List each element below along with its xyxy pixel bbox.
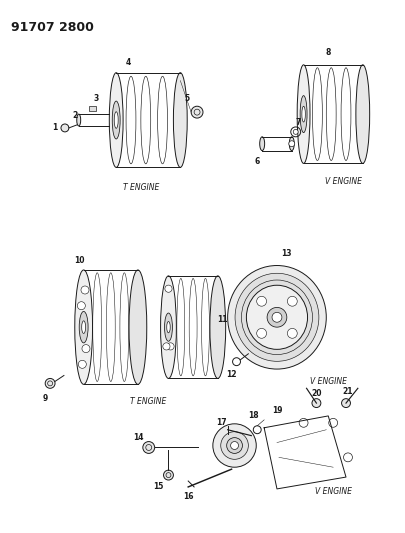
Text: 11: 11 (217, 315, 228, 324)
Circle shape (341, 399, 350, 408)
Text: 3: 3 (94, 94, 99, 103)
Ellipse shape (82, 321, 85, 334)
Text: 12: 12 (226, 370, 237, 379)
Text: 9: 9 (43, 394, 48, 402)
Ellipse shape (235, 273, 319, 361)
FancyBboxPatch shape (89, 106, 96, 111)
Text: 21: 21 (343, 387, 353, 396)
Ellipse shape (300, 95, 307, 133)
Text: 6: 6 (255, 157, 260, 166)
Circle shape (257, 328, 266, 338)
Ellipse shape (246, 285, 307, 349)
Ellipse shape (167, 321, 170, 333)
Circle shape (61, 124, 69, 132)
Circle shape (299, 418, 308, 427)
Text: V ENGINE: V ENGINE (315, 487, 352, 496)
Text: 4: 4 (126, 58, 131, 67)
Circle shape (221, 432, 248, 459)
Circle shape (165, 285, 172, 292)
Circle shape (77, 302, 85, 310)
Circle shape (191, 106, 203, 118)
Circle shape (288, 296, 297, 306)
Text: 91707 2800: 91707 2800 (11, 21, 94, 35)
Circle shape (329, 418, 338, 427)
Text: 7: 7 (296, 117, 301, 126)
Circle shape (163, 343, 170, 350)
Text: 15: 15 (153, 482, 164, 491)
Text: 19: 19 (272, 406, 282, 415)
Text: T ENGINE: T ENGINE (130, 397, 166, 406)
Ellipse shape (75, 270, 92, 384)
Text: V ENGINE: V ENGINE (324, 176, 362, 185)
Circle shape (81, 286, 89, 294)
Circle shape (167, 343, 174, 350)
Ellipse shape (356, 65, 370, 164)
Circle shape (164, 470, 173, 480)
Ellipse shape (210, 276, 226, 378)
Circle shape (293, 130, 298, 134)
Ellipse shape (114, 112, 118, 128)
Text: 16: 16 (183, 492, 194, 502)
Circle shape (82, 345, 90, 353)
Ellipse shape (79, 311, 88, 343)
Text: 10: 10 (75, 256, 85, 264)
Circle shape (289, 141, 295, 147)
Ellipse shape (161, 276, 176, 378)
Ellipse shape (248, 287, 305, 348)
Text: V ENGINE: V ENGINE (310, 377, 347, 386)
Ellipse shape (109, 72, 123, 167)
Circle shape (343, 453, 352, 462)
Ellipse shape (260, 137, 264, 151)
Text: 2: 2 (72, 111, 77, 119)
Circle shape (230, 441, 239, 449)
Text: 13: 13 (281, 249, 292, 257)
Circle shape (312, 399, 321, 408)
Ellipse shape (173, 72, 187, 167)
Ellipse shape (302, 106, 305, 122)
Circle shape (267, 308, 287, 327)
Ellipse shape (241, 280, 313, 354)
Circle shape (257, 296, 266, 306)
Circle shape (272, 312, 282, 322)
Text: 1: 1 (52, 124, 58, 132)
Circle shape (45, 378, 55, 389)
Ellipse shape (129, 270, 147, 384)
Circle shape (213, 424, 256, 467)
Ellipse shape (77, 114, 81, 126)
Ellipse shape (289, 137, 294, 151)
Text: 17: 17 (216, 418, 227, 427)
Text: 20: 20 (311, 389, 322, 398)
Text: 5: 5 (185, 94, 190, 103)
Circle shape (288, 328, 297, 338)
Ellipse shape (297, 65, 310, 164)
Circle shape (78, 360, 86, 368)
Text: 18: 18 (248, 411, 259, 421)
Text: T ENGINE: T ENGINE (123, 183, 159, 191)
Circle shape (143, 441, 155, 454)
Circle shape (227, 438, 243, 454)
Ellipse shape (112, 101, 120, 139)
Ellipse shape (228, 265, 326, 369)
Ellipse shape (164, 313, 173, 341)
Text: 8: 8 (326, 49, 331, 58)
Text: 14: 14 (134, 433, 144, 442)
